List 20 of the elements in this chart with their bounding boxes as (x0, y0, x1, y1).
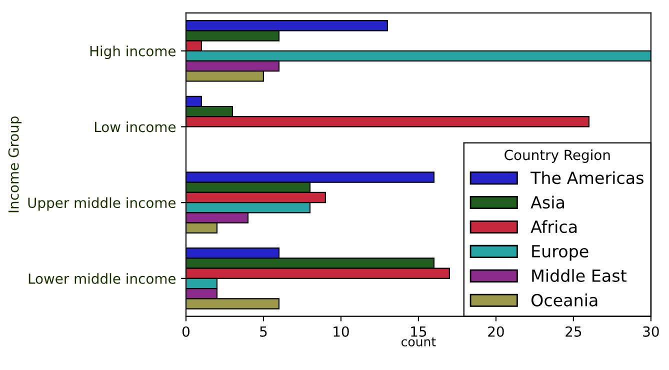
legend-label: Oceania (531, 294, 598, 306)
x-tick-label: 30 (643, 326, 659, 337)
legend-label: The Americas (530, 171, 644, 184)
x-tick-label: 10 (334, 326, 349, 337)
x-tick-label: 25 (566, 326, 582, 337)
legend-label: Middle East (532, 269, 626, 282)
x-tick-label: 15 (411, 326, 426, 337)
y-axis-title: Income Group (8, 116, 22, 212)
legend-title: Country Region (504, 149, 610, 163)
x-tick-label: 5 (260, 326, 267, 337)
legend-label: Asia (530, 196, 564, 209)
x-tick-label: 20 (488, 326, 504, 337)
y-tick-label: Upper middle income (28, 197, 176, 211)
y-tick-label: Lower middle income (28, 273, 176, 284)
legend-label: Europe (532, 245, 588, 261)
legend-label: Africa (530, 220, 577, 234)
y-tick-label: Low income (94, 121, 176, 132)
y-tick-label: High income (90, 46, 176, 60)
x-tick-label: 0 (182, 326, 190, 337)
x-axis-title: count (402, 337, 436, 346)
